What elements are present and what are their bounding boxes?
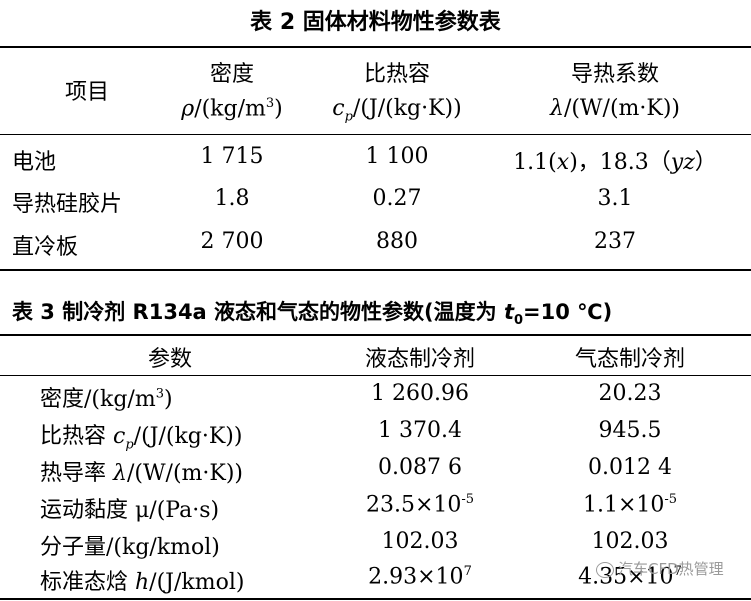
table2-row2-label: 导热硅胶片 xyxy=(12,192,123,217)
table2-row3-density: 2 700 xyxy=(200,229,264,254)
table2-header-density: 密度 xyxy=(209,62,254,87)
table2-row1-label: 电池 xyxy=(12,150,57,175)
table3-row6-label: 标准态焓 h/(J/kmol) xyxy=(40,570,245,595)
table3-header-param: 参数 xyxy=(147,347,192,372)
table3-row5-liquid: 102.03 xyxy=(381,529,459,554)
table3-header-liquid: 液态制冷剂 xyxy=(364,347,475,372)
table2-header-heatcap-unit: cp/(J/(kg·K)) xyxy=(332,96,462,125)
table2-header-heatcap: 比热容 xyxy=(363,62,430,87)
table2-row2-conductivity: 3.1 xyxy=(597,186,633,211)
table3-row1-liquid: 1 260.96 xyxy=(371,381,469,406)
table2-header-conductivity: 导热系数 xyxy=(570,62,659,87)
table2-row1-heatcap: 1 100 xyxy=(365,144,429,169)
wechat-icon xyxy=(596,561,614,578)
table3-row2-label: 比热容 cp/(J/(kg·K)) xyxy=(40,424,243,453)
table3-row6-liquid: 2.93×107 xyxy=(368,564,472,590)
table3-row2-gas: 945.5 xyxy=(598,418,662,443)
table3-row3-liquid: 0.087 6 xyxy=(378,455,462,480)
table2-row3-conductivity: 237 xyxy=(594,229,636,254)
table3-row3-gas: 0.012 4 xyxy=(588,455,672,480)
table2-row1-conductivity: 1.1(x)，18.3（yz） xyxy=(513,150,717,175)
watermark: 汽车CFD热管理 xyxy=(596,558,724,579)
table2-row2-heatcap: 0.27 xyxy=(372,186,422,211)
table2-title: 表 2 固体材料物性参数表 xyxy=(250,10,501,35)
table3-row2-liquid: 1 370.4 xyxy=(378,418,462,443)
table3-header-rule xyxy=(0,375,751,376)
table3-row5-gas: 102.03 xyxy=(591,529,669,554)
table3-row4-label: 运动黏度 μ/(Pa·s) xyxy=(40,498,220,523)
table3-row6-gas: 4.35×107 xyxy=(578,564,682,590)
table2-header-item: 项目 xyxy=(64,80,109,105)
table3-row5-label: 分子量/(kg/kmol) xyxy=(40,535,220,560)
table3-row1-label: 密度/(kg/m3) xyxy=(40,386,173,412)
table3-header-gas: 气态制冷剂 xyxy=(574,347,685,372)
table2-row3-heatcap: 880 xyxy=(376,229,418,254)
table3-top-rule xyxy=(0,334,751,336)
table2-header-density-unit: ρ/(kg/m3) xyxy=(181,96,283,122)
table3-row3-label: 热导率 λ/(W/(m·K)) xyxy=(40,461,244,486)
table2-row3-label: 直冷板 xyxy=(12,235,79,260)
table2-top-rule xyxy=(0,46,751,48)
table2-header-rule xyxy=(0,134,751,135)
table3-row4-liquid: 23.5×10-5 xyxy=(365,492,475,518)
table2-header-conductivity-unit: λ/(W/(m·K)) xyxy=(549,96,680,121)
table3-row1-gas: 20.23 xyxy=(598,381,662,406)
table2-row1-density: 1 715 xyxy=(200,144,264,169)
table2-row2-density: 1.8 xyxy=(214,186,250,211)
table2-bottom-rule xyxy=(0,269,751,271)
table3-bottom-rule xyxy=(0,598,751,600)
table3-row4-gas: 1.1×10-5 xyxy=(582,492,678,518)
table3-title: 表 3 制冷剂 R134a 液态和气态的物性参数(温度为 t0=10 ℃) xyxy=(12,300,613,329)
